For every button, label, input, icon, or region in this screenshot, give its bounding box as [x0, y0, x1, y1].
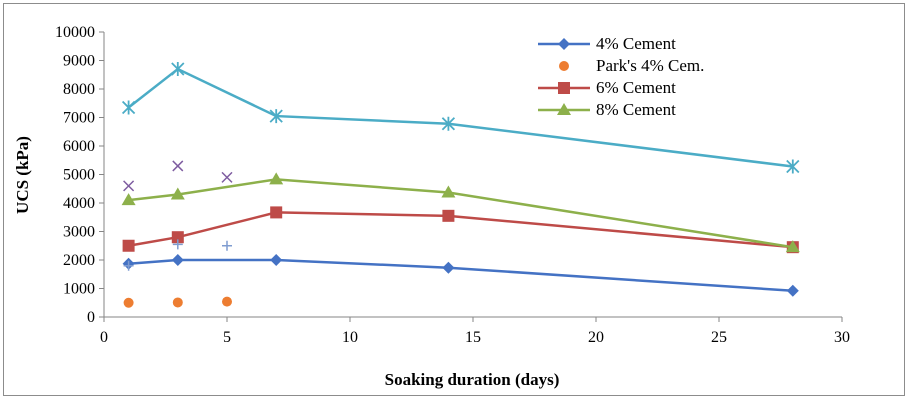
data-point	[122, 239, 135, 252]
data-point	[123, 260, 134, 271]
legend-marker	[558, 82, 570, 94]
y-tick-label: 0	[87, 309, 95, 326]
data-point	[270, 206, 283, 219]
data-point	[121, 100, 136, 115]
x-axis-title: Soaking duration (days)	[385, 370, 560, 389]
x-tick-label: 20	[588, 329, 604, 346]
data-point	[222, 296, 232, 307]
plot-area	[121, 62, 800, 308]
x-tick-label: 30	[834, 329, 850, 346]
data-point	[221, 171, 233, 183]
data-point	[123, 180, 135, 192]
data-point	[270, 254, 283, 266]
data-point	[442, 261, 455, 274]
data-point	[172, 160, 184, 172]
data-point	[171, 62, 185, 77]
data-point	[171, 231, 184, 244]
data-point	[786, 159, 800, 174]
chart-frame	[3, 3, 905, 396]
x-tick-label: 10	[342, 329, 358, 346]
axes: 0100020003000400050006000700080009000100…	[55, 24, 850, 346]
series-line	[127, 67, 793, 168]
data-point	[123, 297, 134, 308]
series-2	[123, 296, 232, 308]
data-point	[121, 193, 136, 206]
x-tick-label: 25	[711, 329, 727, 346]
legend-entry: 4% Cement	[538, 34, 676, 53]
y-tick-label: 3000	[63, 224, 95, 241]
y-tick-label: 9000	[63, 53, 95, 70]
y-tick-label: 6000	[63, 138, 95, 155]
legend-label: 6% Cement	[596, 78, 676, 97]
y-tick-label: 7000	[63, 110, 95, 127]
legend-entry: 6% Cement	[538, 78, 676, 97]
data-point	[785, 240, 800, 253]
data-point	[786, 284, 799, 297]
legend-marker	[559, 61, 569, 71]
legend-label: Park's 4% Cem.	[596, 56, 704, 75]
x-tick-label: 15	[465, 329, 481, 346]
data-point	[269, 172, 284, 185]
data-point	[222, 240, 232, 251]
legend-marker	[557, 103, 571, 115]
y-axis-title: UCS (kPa)	[13, 136, 32, 214]
series-1	[122, 254, 799, 297]
y-tick-label: 10000	[55, 24, 95, 41]
series-5	[123, 239, 232, 271]
legend-marker	[558, 38, 570, 50]
legend-entry: Park's 4% Cem.	[559, 56, 704, 75]
y-tick-label: 5000	[63, 167, 95, 184]
y-tick-label: 4000	[63, 195, 95, 212]
data-point	[269, 109, 283, 124]
series-4	[121, 172, 800, 253]
data-point	[172, 239, 183, 250]
data-point	[442, 209, 455, 222]
x-tick-label: 5	[223, 329, 231, 346]
data-point	[170, 187, 185, 200]
data-point	[441, 185, 456, 198]
series-7	[121, 62, 800, 174]
x-tick-label: 0	[100, 329, 108, 346]
legend-label: 8% Cement	[596, 100, 676, 119]
series-line	[128, 211, 793, 249]
series-6	[123, 160, 233, 192]
y-tick-label: 8000	[63, 81, 95, 98]
y-tick-label: 2000	[63, 252, 95, 269]
y-tick-label: 1000	[63, 281, 95, 298]
series-line	[128, 258, 793, 293]
legend-entry: 8% Cement	[538, 100, 676, 119]
legend: 4% Cement Park's 4% Cem. 6% Cement 8% Cemen…	[538, 34, 704, 119]
legend-label: 4% Cement	[596, 34, 676, 53]
data-point	[171, 254, 184, 266]
data-point	[172, 297, 183, 308]
data-point	[441, 116, 456, 131]
